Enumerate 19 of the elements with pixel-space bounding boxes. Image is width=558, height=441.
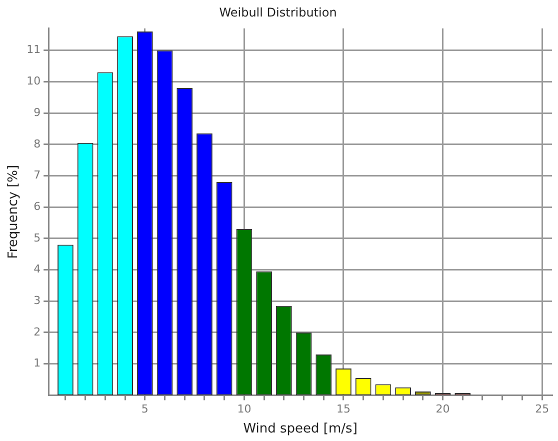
y-tick-label: 1 bbox=[34, 356, 41, 370]
x-tick-label: 20 bbox=[436, 402, 450, 416]
y-tick-label: 4 bbox=[34, 262, 41, 276]
x-tick-label: 5 bbox=[141, 402, 148, 416]
y-axis-title: Frequency [%] bbox=[6, 164, 22, 259]
y-tick-label: 3 bbox=[34, 294, 41, 308]
y-tick-label: 2 bbox=[34, 325, 41, 338]
x-tick-label: 10 bbox=[237, 402, 252, 416]
y-tick-label: 7 bbox=[34, 168, 41, 182]
y-tick-label: 8 bbox=[34, 137, 41, 150]
x-axis-title: Wind speed [m/s] bbox=[243, 422, 358, 437]
x-tick-label: 15 bbox=[336, 402, 350, 416]
y-tick-label: 10 bbox=[26, 74, 41, 88]
y-tick-label: 9 bbox=[34, 106, 41, 119]
y-tick-label: 11 bbox=[26, 43, 41, 56]
x-tick-label: 25 bbox=[535, 402, 550, 416]
chart-title: Weibull Distribution bbox=[219, 5, 337, 20]
y-tick-label: 6 bbox=[34, 200, 41, 213]
y-tick-label: 5 bbox=[34, 231, 41, 244]
